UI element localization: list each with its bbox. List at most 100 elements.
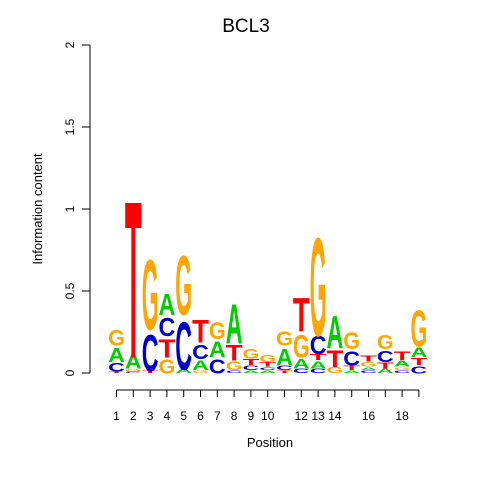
logo-letter-T: T [343,365,360,372]
logo-letter-G: G [360,362,377,368]
y-tick-label: 2 [63,41,77,48]
stack-position-14: GTA [327,306,344,375]
logo-letter-A: A [108,344,125,367]
logo-letter-T: T [360,355,378,364]
logo-letter-T: T [259,361,276,368]
logo-letter-G: G [259,353,276,364]
logo-letter-G: G [377,332,394,354]
x-tick-label: 9 [248,409,255,423]
logo-letter-G: G [226,359,243,373]
logo-letter-A: A [276,345,293,371]
logo-letter-C: C [108,361,125,375]
logo-letter-C: C [310,332,327,360]
logo-letter-T: T [276,370,293,374]
x-tick-label: 10 [261,409,275,423]
logo-letter-C: C [209,355,226,378]
stack-position-5: ACG [175,239,192,384]
x-tick-label: 8 [231,409,238,423]
logo-letter-C: C [276,365,293,372]
chart-title: BCL3 [222,16,270,37]
logo-letter-A: A [327,306,344,358]
logo-letter-A: A [209,337,226,362]
x-tick-label: 1 [113,409,120,423]
logo-letter-G: G [293,328,310,364]
x-tick-label: 16 [362,409,376,423]
logo-letter-G: G [343,327,360,354]
logo-letter-C: C [192,340,209,363]
x-tick-label: 18 [395,409,409,423]
x-axis-label: Position [247,435,293,450]
logo-letter-C: C [377,348,394,366]
logo-letter-T: T [159,334,176,363]
logo-letter-A: A [175,368,192,375]
logo-letter-T: T [411,356,428,367]
logo-letter-C: C [159,314,176,342]
logo-letter-T: T [192,315,209,350]
logo-letter-G: G [175,239,192,334]
logo-letter-G: G [310,210,327,367]
logo-letter-C: C [310,368,327,375]
y-axis: 0 0.5 1 1.5 2 [63,41,91,376]
stack-position-7: CAG [209,317,226,378]
y-tick-label: 0 [63,369,77,376]
logo-letter-G: G [192,370,209,374]
x-tick-label: 4 [164,409,171,423]
logo-letter-G: G [159,356,176,378]
logo-letter-T: T [243,358,261,367]
logo-letter-A: A [293,357,310,372]
logo-letter-C: C [394,370,411,375]
logo-letter-C: C [360,370,377,375]
logo-letter-T: T [394,350,411,363]
x-axis: 1 2 3 4 5 6 7 8 9 10 12 13 14 16 18 [113,389,420,423]
logo-letter-T: T [377,362,395,371]
logo-letter-G: G [142,240,159,352]
logo-letter-G: G [276,328,293,350]
logo-letter-T: T [226,341,243,366]
x-tick-label: 12 [295,409,309,423]
logo-letter-G: G [243,346,260,361]
y-tick-label: 0.5 [63,282,77,299]
logo-letter-G: G [209,317,226,344]
y-axis-label: Information content [30,153,45,265]
x-tick-label: 7 [214,409,221,423]
logo-letter-A: A [226,294,243,357]
logo-letter-A: A [192,358,209,373]
logo-letter-A: A [159,288,176,322]
logo-letter-A: A [243,370,260,375]
logo-letter-T: T [327,347,344,373]
logo-letter-A: A [125,350,142,373]
logo-letter-A: A [360,366,377,371]
logo-letter-C: C [293,368,310,375]
logo-letter-G: G [125,368,142,372]
logo-letter-A: A [310,359,327,370]
logo-letter-C: C [226,370,243,375]
logo-letter-A: A [259,370,276,375]
x-tick-label: 3 [147,409,154,423]
logo-letter-A: A [394,359,411,368]
logo-letter-T: T [108,371,125,373]
x-tick-label: 2 [130,409,137,423]
logo-letter-C: C [411,364,428,375]
logo-letter-C: C [142,323,159,382]
logo-letter-C: C [175,308,192,384]
logo-letter-A: A [377,368,394,375]
logo-letter-C: C [243,365,260,372]
logo-letter-G: G [327,366,344,375]
x-tick-label: 13 [311,409,325,423]
logo-letter-C: C [343,347,360,370]
x-tick-label: 5 [180,409,187,423]
